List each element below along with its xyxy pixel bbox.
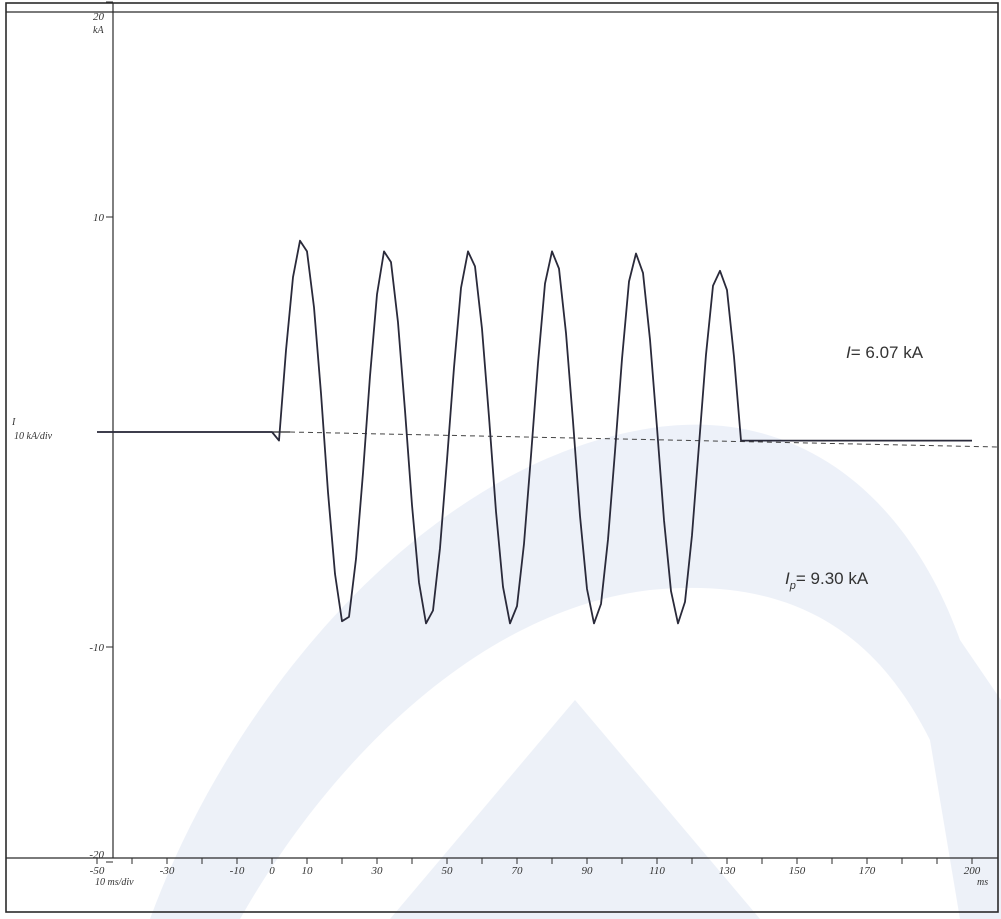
current-trace	[97, 239, 972, 625]
plot-frame	[5, 2, 999, 913]
x-tick-label: 30	[371, 865, 384, 877]
x-unit-label: ms	[977, 877, 988, 888]
x-tick-label: 200	[964, 865, 981, 877]
y-scale-label: 10 kA/div	[14, 431, 53, 442]
x-tick-label: -10	[230, 865, 245, 877]
y-tick-label: -10	[89, 642, 104, 654]
x-tick-label: 110	[649, 865, 665, 877]
x-tick-label: 70	[512, 865, 524, 877]
x-tick-label: 150	[789, 865, 806, 877]
x-tick-label: 10	[302, 865, 314, 877]
annotation-peak-value: = 9.30 kA	[796, 569, 869, 588]
y-tick-label: 20	[93, 11, 105, 23]
annotation-rms-symbol: I	[846, 343, 851, 362]
y-axis-ticks: 20 10 -10 -20	[89, 1, 113, 863]
annotation-peak-symbol: I	[785, 569, 790, 588]
annotation-rms-value: = 6.07 kA	[851, 343, 924, 362]
svg-text:I= 6.07 kA: I= 6.07 kA	[846, 343, 924, 362]
x-scale-label: 10 ms/div	[95, 877, 134, 888]
annotation-peak: Ip= 9.30 kA	[785, 569, 869, 592]
zero-reference-dashed	[289, 431, 999, 448]
watermark-logo	[150, 424, 1001, 919]
x-tick-label: 50	[442, 865, 454, 877]
x-tick-label: 90	[582, 865, 594, 877]
x-tick-label: -30	[160, 865, 175, 877]
x-tick-label: 0	[269, 865, 275, 877]
y-unit-label: kA	[93, 25, 104, 36]
y-tick-label: -20	[89, 849, 104, 861]
svg-text:Ip= 9.30 kA: Ip= 9.30 kA	[785, 569, 869, 592]
annotation-peak-subscript: p	[789, 580, 796, 592]
annotation-rms: I= 6.07 kA	[846, 343, 924, 362]
x-tick-label: -50	[90, 865, 105, 877]
x-axis-ticks: -50 -30 -10 0 10 30 50 70 90 110 130 150 170 200	[90, 858, 981, 877]
y-tick-label: 10	[93, 212, 105, 224]
y-channel-label: I	[11, 417, 16, 428]
x-tick-label: 130	[719, 865, 736, 877]
x-tick-label: 170	[859, 865, 876, 877]
